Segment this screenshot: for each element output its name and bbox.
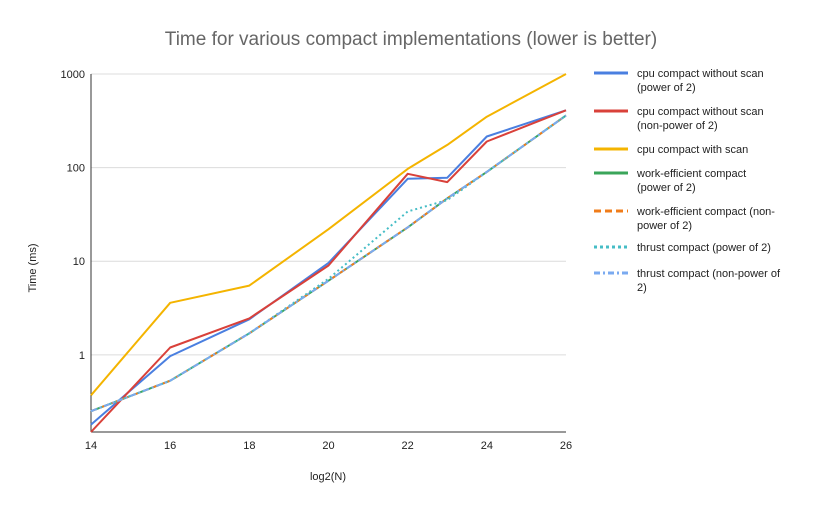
legend-item-2: cpu compact without scan (non-power of 2): [594, 106, 764, 132]
x-tick-label: 20: [322, 440, 334, 452]
x-axis-label: log2(N): [310, 471, 346, 483]
y-tick-label: 10: [73, 256, 85, 268]
series-line-3: [90, 73, 567, 396]
x-tick-label: 26: [560, 440, 572, 452]
x-tick-label: 18: [243, 440, 255, 452]
y-axis-label: Time (ms): [27, 243, 39, 292]
legend-label: thrust compact (non-power of 2): [637, 268, 781, 294]
legend-label: cpu compact without scan (non-power of 2): [637, 106, 764, 132]
y-tick-label: 1000: [61, 69, 85, 81]
y-tick-label: 100: [67, 163, 85, 175]
x-tick-label: 22: [402, 440, 414, 452]
legend-item-3: cpu compact with scan: [594, 144, 748, 156]
series-lines: [90, 73, 567, 433]
legend: cpu compact without scan (power of 2) cpu …: [594, 68, 781, 294]
axes: 1 10 100 1000 14 16 18 20 22 24 26: [61, 69, 573, 452]
x-tick-label: 16: [164, 440, 176, 452]
legend-label: work-efficient compact (power of 2): [636, 168, 746, 194]
chart-title: Time for various compact implementations…: [165, 29, 657, 50]
legend-label: thrust compact (power of 2): [637, 242, 771, 254]
y-tick-label: 1: [79, 350, 85, 362]
legend-label: work-efficient compact (non-power of 2): [636, 206, 775, 232]
legend-label: cpu compact with scan: [637, 144, 748, 156]
series-line-1: [90, 109, 567, 426]
legend-label: cpu compact without scan (power of 2): [637, 68, 764, 94]
grid-lines: [91, 73, 566, 356]
legend-item-5: work-efficient compact (non-power of 2): [594, 206, 775, 232]
legend-item-1: cpu compact without scan (power of 2): [594, 68, 764, 94]
legend-item-6: thrust compact (power of 2): [594, 242, 771, 254]
legend-item-4: work-efficient compact (power of 2): [594, 168, 746, 194]
series-line-7: [90, 114, 567, 413]
x-tick-label: 14: [85, 440, 97, 452]
legend-item-7: thrust compact (non-power of 2): [594, 268, 781, 294]
series-line-2: [90, 109, 567, 433]
x-tick-label: 24: [481, 440, 493, 452]
